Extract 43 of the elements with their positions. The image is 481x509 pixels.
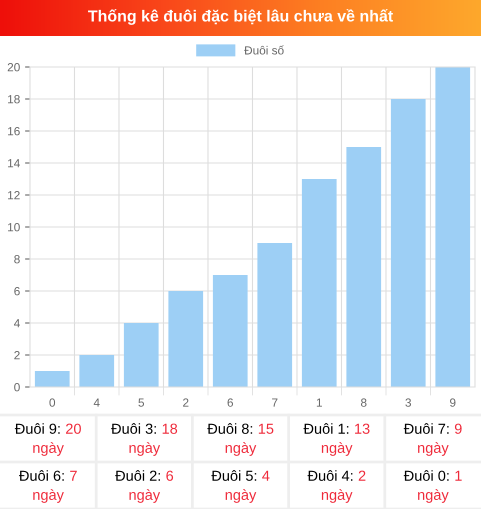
chart-title: Thống kê đuôi đặc biệt lâu chưa về nhất [88,9,393,25]
bar [390,99,426,387]
text: Đuôi 0: 1 ngày [404,470,462,503]
x-tick-label: 8 [360,398,367,407]
x-tick-label: 5 [138,398,144,407]
x-tick-label: 6 [228,398,234,407]
text: Đuôi 3: 18 ngày [111,423,178,456]
bar [435,67,470,387]
text: Đuôi 9: 20 ngày [14,423,81,456]
x-tick-label: 9 [450,398,456,407]
y-tick-label: 10 [8,223,20,232]
y-tick-label: 6 [14,287,20,296]
y-tick-label: 18 [8,95,20,104]
bar [257,243,292,387]
y-tick-label: 20 [8,63,20,72]
x-tick-label: 3 [405,398,412,407]
text: Đuôi 2: 6 ngày [115,470,174,503]
text: Đuôi 6: 7 ngày [19,470,77,503]
legend-label: Đuôi số [244,45,284,55]
text: Đuôi 1: 13 ngày [304,423,370,456]
y-tick-label: 8 [14,255,20,264]
x-tick-label: 1 [316,398,322,407]
y-tick-label: 0 [14,383,20,392]
bar [302,179,337,387]
bar [124,323,159,387]
text: Đuôi 7: 9 ngày [404,423,462,456]
y-tick-label: 4 [14,319,20,328]
bar [79,355,114,387]
bar [212,275,248,387]
y-tick-label: 14 [8,159,20,168]
x-tick-label: 7 [272,398,278,407]
bar [346,147,382,387]
y-tick-label: 16 [8,127,20,136]
text: Đuôi 8: 15 ngày [207,423,274,456]
x-tick-label: 2 [183,398,188,407]
x-tick-label: 0 [49,398,56,407]
y-tick-label: 2 [14,351,20,360]
bar [34,371,70,387]
bar [168,291,204,387]
text: Đuôi 5: 4 ngày [211,470,270,503]
text: Đuôi 4: 2 ngày [308,470,366,503]
x-tick-label: 4 [94,398,100,407]
y-tick-label: 12 [8,191,20,200]
